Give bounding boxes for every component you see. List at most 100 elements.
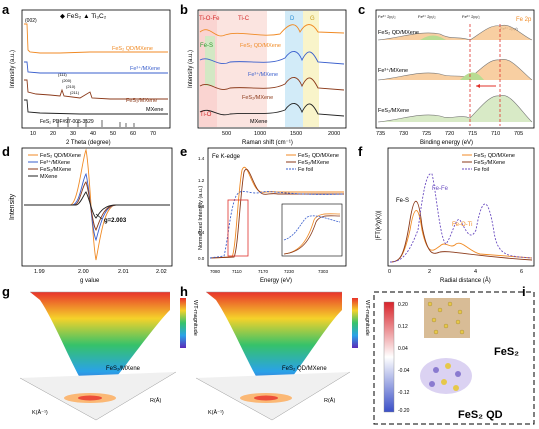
sample-h: FeS₂ QD/MXene (282, 366, 327, 372)
series-b-fes2: FeS₂/MXene (242, 95, 273, 101)
svg-text:730: 730 (399, 131, 408, 137)
svg-text:1.4: 1.4 (198, 156, 205, 161)
svg-text:7110: 7110 (232, 269, 242, 274)
svg-text:Fe foil: Fe foil (298, 167, 313, 173)
svg-text:Fe³⁺ 2p₁/₂: Fe³⁺ 2p₁/₂ (378, 14, 396, 19)
svg-text:Fe foil: Fe foil (474, 167, 489, 173)
cbar-ticks: 0.20 0.12 0.04 -0.04 -0.12 -0.20 (398, 302, 410, 414)
svg-text:-0.12: -0.12 (398, 390, 410, 396)
trace-f-fefoil (389, 173, 533, 263)
svg-text:1500: 1500 (290, 131, 302, 137)
svg-text:FeS₂/MXene: FeS₂/MXene (40, 167, 71, 173)
svg-text:4: 4 (474, 269, 477, 275)
svg-text:735: 735 (376, 131, 385, 137)
axis1-g: K(Å⁻¹) (32, 409, 48, 416)
axis2-h: R(Å) (324, 397, 335, 404)
fit-c1b (420, 35, 446, 40)
xlabel-e: Energy (eV) (260, 278, 292, 284)
svg-text:0.0: 0.0 (198, 256, 205, 261)
svg-text:1.99: 1.99 (34, 269, 45, 275)
panel-label-f: f (358, 144, 363, 159)
legend-fes2: ◆ FeS₂ ▲ Ti₃C₂ (60, 13, 107, 20)
panel-label-c: c (358, 2, 365, 17)
svg-text:1000: 1000 (254, 131, 266, 137)
panel-b: b Ti-O-Fe Ti-C D G Fe-S Ti-O FeS₂ QD/MXe… (180, 2, 347, 146)
ylabel-b: Intensity (a.u.) (188, 50, 194, 88)
zlabel-h: WT-magnitude (364, 300, 370, 336)
svg-text:-0.20: -0.20 (398, 408, 410, 414)
panel-e: e Fe K-edge FeS₂ QD/MXene FeS₂/MXene Fe … (180, 144, 347, 284)
series-c-qd: FeS₂ QD/MXene (378, 30, 419, 36)
svg-text:MXene: MXene (40, 174, 57, 180)
wt-surface-h (206, 292, 342, 398)
svg-text:FeS₂ QD/MXene: FeS₂ QD/MXene (298, 153, 339, 159)
xlabel-c: Binding energy (eV) (420, 140, 473, 146)
svg-text:FeS₂ QD/MXene: FeS₂ QD/MXene (40, 153, 81, 159)
svg-text:7303: 7303 (318, 269, 329, 274)
svg-text:Fe²⁺ 2p₃/₂: Fe²⁺ 2p₃/₂ (462, 14, 480, 19)
trace-d-mxene (24, 191, 170, 219)
ref-sticks (57, 117, 135, 127)
wt-surface-g (30, 292, 170, 398)
trace-b-fes2 (199, 77, 345, 91)
svg-text:0.4: 0.4 (198, 230, 205, 235)
xticks-c: 735 730 725 720 715 710 705 (376, 131, 523, 137)
inset-panel (281, 203, 343, 257)
svg-text:50: 50 (110, 131, 116, 137)
legend-e: FeS₂ QD/MXene FeS₂/MXene Fe foil (286, 153, 339, 173)
panel-label-h: h (180, 284, 188, 299)
trace-qd (24, 23, 168, 54)
region-tic: Ti-C (238, 16, 250, 22)
svg-text:705: 705 (514, 131, 523, 137)
trace-e-fes2 (209, 169, 344, 259)
hkl-labels: (111) (200) (210) (211) (58, 72, 80, 95)
svg-text:0: 0 (388, 269, 391, 275)
panel-label-i: i (522, 284, 526, 299)
region-fe2p: Fe 2p (516, 17, 532, 23)
ylabel-e: Normalized Intensity (a.u.) (198, 186, 204, 250)
panel-d: d FeS₂ QD/MXene Fe³⁺/MXene FeS₂/MXene MX… (2, 144, 173, 284)
panel-label-a: a (2, 2, 10, 17)
xlabel-d: g value (80, 278, 100, 284)
ylabel-a: Intensity (a.u.) (10, 50, 16, 88)
svg-text:2000: 2000 (328, 131, 340, 137)
trace-b-qd (199, 24, 345, 37)
svg-text:715: 715 (468, 131, 477, 137)
panel-g: g FeS₂/MXene WT-magnitude K(Å⁻¹) R(Å) (2, 284, 198, 421)
panel-c: c Fe 2p Fe³⁺ 2p₁/₂ Fe²⁺ 2p₁/₂ Fe²⁺ 2p₃/₂… (358, 2, 535, 146)
trace-d-fe3 (24, 172, 170, 242)
xticks-a: 10 20 30 40 50 60 70 (30, 131, 156, 137)
legend-d: FeS₂ QD/MXene Fe³⁺/MXene FeS₂/MXene MXen… (28, 153, 81, 180)
axis2-g: R(Å) (150, 397, 161, 404)
svg-text:2.01: 2.01 (118, 269, 129, 275)
svg-text:6: 6 (520, 269, 523, 275)
svg-text:500: 500 (222, 131, 231, 137)
xticks-b: 500 1000 1500 2000 (222, 131, 340, 137)
trace-mxene (24, 99, 168, 115)
trace-d-fes2 (24, 181, 170, 231)
panel-h: h FeS₂ QD/MXene WT-magnitude K(Å⁻¹) R(Å) (180, 284, 370, 421)
trace-fe3 (24, 61, 168, 74)
xlabel-b: Raman shift (cm⁻¹) (242, 140, 293, 146)
region-tio: Ti-O (200, 112, 212, 118)
yticks-e: 0.0 0.4 0.8 1.2 1.4 (198, 156, 205, 261)
g-annotation: g=2.003 (104, 218, 127, 224)
ylabel-d: Intensity (9, 193, 16, 220)
panel-i: i 0.20 0.12 0.04 -0.04 -0.12 -0.20 FeS₂ … (373, 284, 535, 425)
series-fes2: FeS₂/MXene (126, 98, 157, 104)
label-fes2: FeS₂ (494, 346, 519, 358)
svg-text:20: 20 (50, 131, 56, 137)
svg-text:1.2: 1.2 (198, 178, 205, 183)
trace-f-fes2 (389, 200, 533, 263)
region-fes: Fe-S (200, 43, 213, 49)
panel-label-g: g (2, 284, 10, 299)
colorbar-i (383, 301, 395, 413)
panel-f: f FeS₂ QD/MXene FeS₂/MXene Fe foil Fe-S … (358, 144, 535, 284)
svg-text:FeS₂/MXene: FeS₂/MXene (474, 160, 505, 166)
trace-b-fe3 (199, 51, 345, 65)
trace-f-qd (389, 210, 533, 263)
fit-c3 (377, 95, 533, 123)
series-qd: FeS₂ QD/MXene (112, 46, 153, 52)
colorbar-h (352, 298, 358, 348)
